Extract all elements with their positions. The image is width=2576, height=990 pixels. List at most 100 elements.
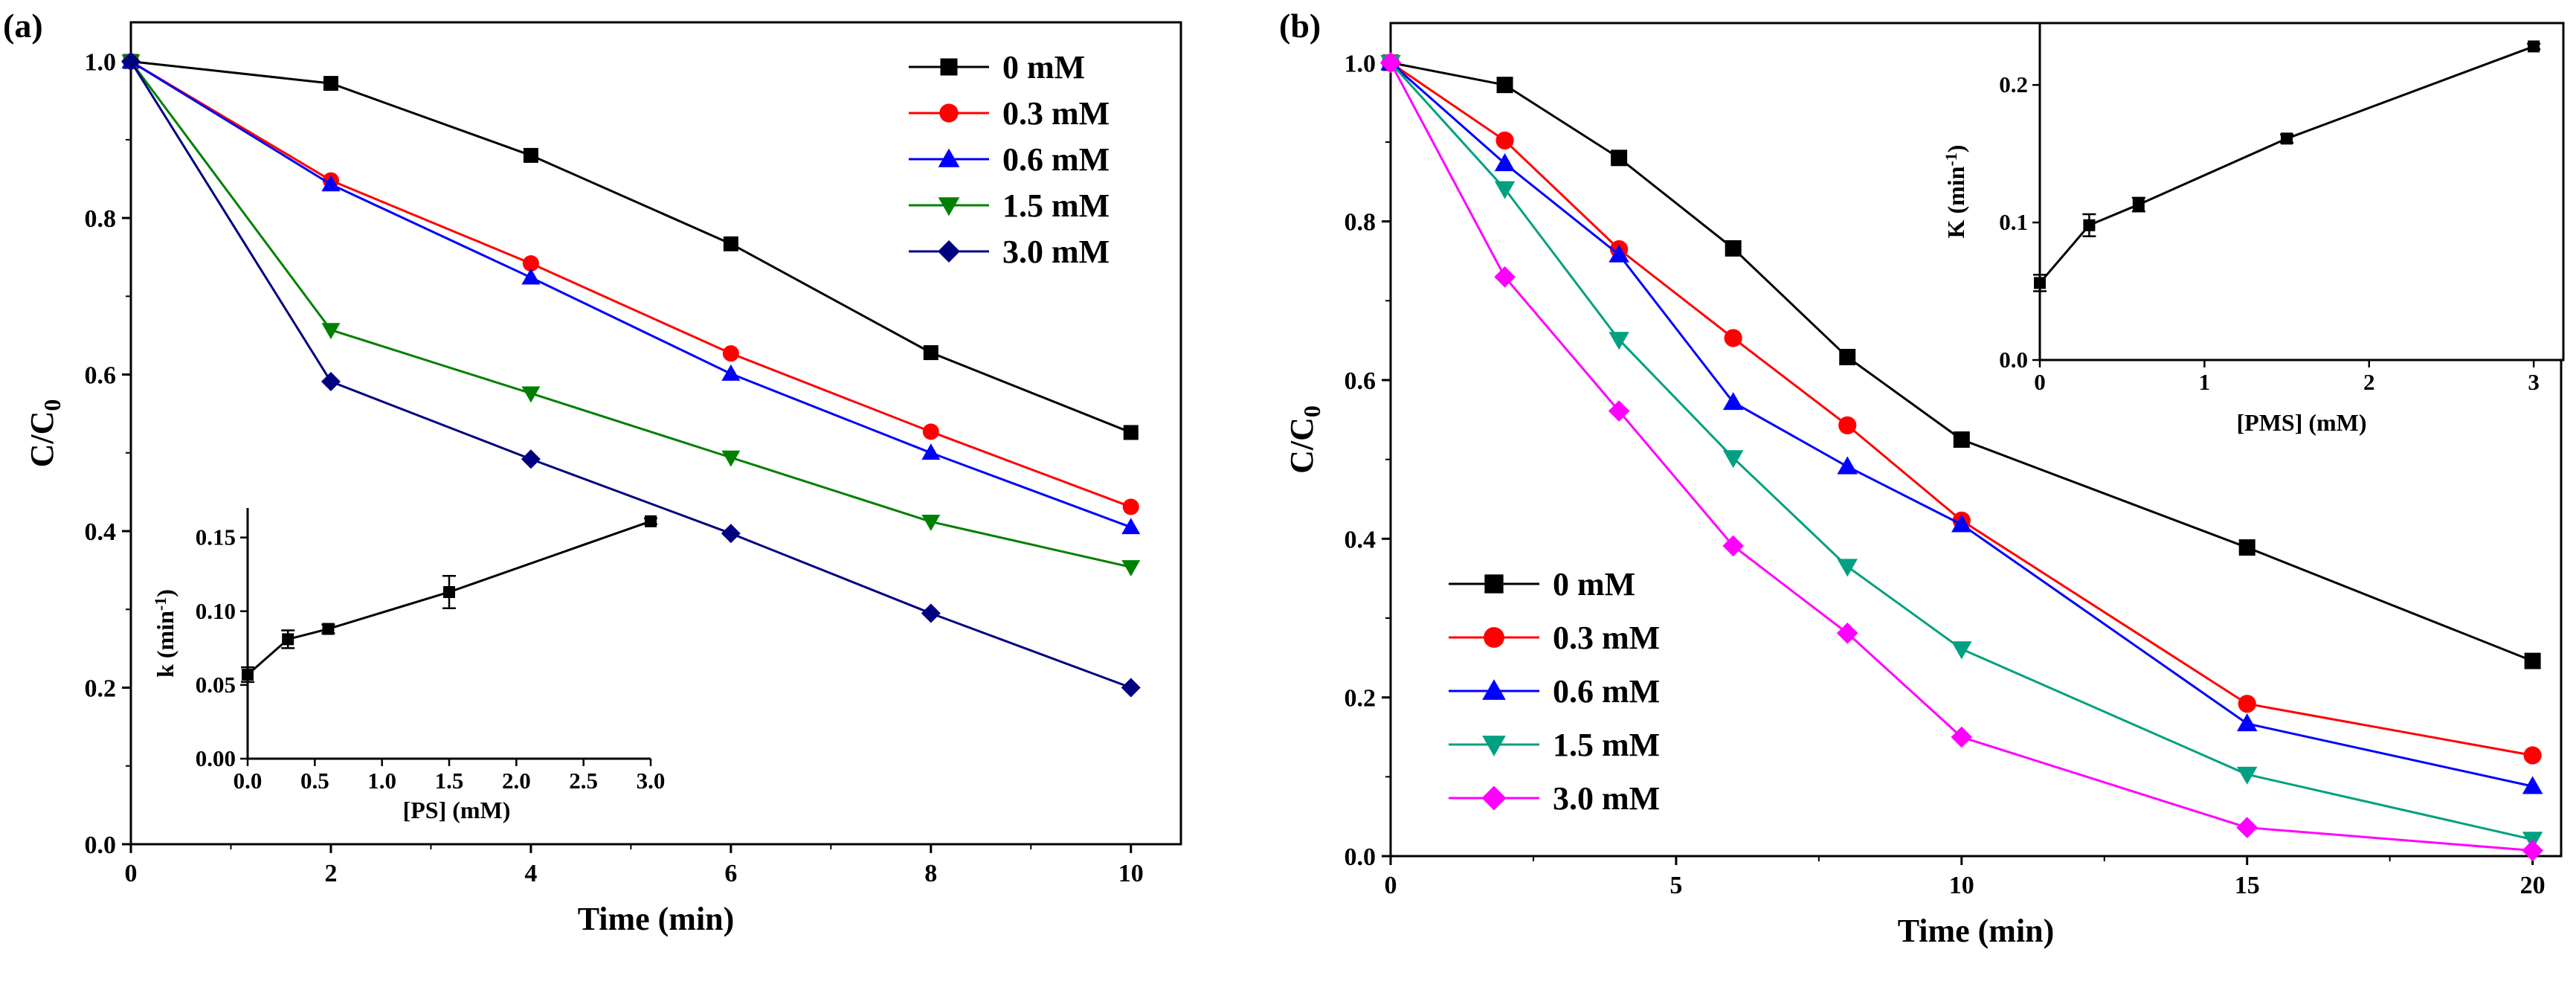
- data-point: [1836, 622, 1858, 644]
- y-tick-label: 0.6: [1345, 367, 1376, 395]
- series-line-1.5-mM: [129, 60, 1132, 568]
- data-point: [1725, 240, 1742, 257]
- y-tick-label: 0.0: [85, 832, 117, 859]
- data-point: [921, 443, 941, 460]
- x-tick-label: 10: [1949, 872, 1974, 899]
- inset-y-axis-label-end: ): [152, 589, 178, 597]
- inset-data-point: [443, 585, 455, 598]
- data-point: [2236, 817, 2258, 838]
- data-point: [921, 603, 941, 623]
- data-point: [521, 386, 541, 403]
- legend-marker: [940, 58, 958, 76]
- inset-x-tick-label: 1.0: [367, 768, 396, 794]
- legend-label: 1.5 mM: [1002, 187, 1110, 224]
- inset-data-point: [2281, 132, 2293, 145]
- panel-b-label: (b): [1279, 7, 1321, 45]
- legend-label: 1.5 mM: [1553, 727, 1660, 763]
- data-point: [1379, 52, 1402, 74]
- data-point: [923, 345, 938, 361]
- y-axis-label-subscript: 0: [1298, 405, 1325, 417]
- legend-marker: [938, 240, 960, 263]
- legend-marker: [1484, 627, 1504, 648]
- legend-label: 0.6 mM: [1553, 673, 1660, 710]
- y-tick-label: 0.4: [1345, 526, 1376, 553]
- series-line-3.0-mM: [129, 60, 1132, 689]
- x-tick-label: 4: [524, 860, 537, 887]
- data-point: [1122, 498, 1139, 515]
- inset-x-tick-label: 1.5: [435, 768, 464, 794]
- data-point: [1123, 425, 1139, 440]
- legend-label: 0 mM: [1553, 566, 1635, 602]
- x-tick-label: 5: [1669, 872, 1682, 899]
- x-axis-label: Time (min): [1898, 913, 2055, 949]
- data-point: [1609, 332, 1629, 350]
- inset-y-tick-label: 0.1: [1999, 209, 2028, 235]
- series-line-0.6-mM: [130, 60, 1132, 529]
- y-axis-label: C/C0: [1284, 405, 1325, 474]
- legend-marker: [1481, 785, 1507, 811]
- series-line-0.3-mM: [130, 60, 1132, 508]
- data-point: [1951, 726, 1973, 748]
- data-point: [1839, 349, 1856, 366]
- data-point: [1951, 641, 1972, 660]
- inset-data-point: [322, 623, 335, 635]
- inset-x-tick-label: 0: [2034, 369, 2046, 395]
- data-point: [721, 364, 741, 381]
- legend-label: 0.3 mM: [1553, 620, 1660, 656]
- inset-y-axis-label: k (min-1): [151, 589, 178, 678]
- inset-y-tick-label: 0.00: [196, 745, 236, 771]
- inset-x-tick-label: 0.0: [234, 768, 263, 794]
- inset-data-point: [2528, 40, 2540, 53]
- inset-data-point: [2034, 277, 2046, 289]
- inset-y-axis-label: K (min-1): [1942, 145, 1969, 239]
- data-point: [1494, 266, 1516, 288]
- data-point: [121, 51, 141, 71]
- inset-data-point: [2132, 199, 2145, 211]
- data-point: [1837, 456, 1858, 475]
- legend-label: 3.0 mM: [1002, 234, 1110, 270]
- plot-frame: [1389, 22, 2563, 858]
- y-tick-label: 0.2: [1345, 685, 1376, 713]
- x-tick-label: 2: [324, 860, 337, 887]
- data-point: [522, 255, 539, 272]
- data-point: [1722, 535, 1744, 557]
- data-point: [1121, 518, 1141, 535]
- data-point: [1837, 559, 1858, 577]
- inset-y-axis-label-superscript: -1: [1942, 152, 1960, 166]
- y-tick-label: 0.8: [1345, 209, 1376, 237]
- inset-data-point: [242, 669, 254, 681]
- data-point: [1494, 181, 1516, 199]
- inset-x-tick-label: 2.0: [502, 768, 531, 794]
- data-point: [1608, 400, 1630, 422]
- data-point: [1611, 150, 1628, 167]
- y-tick-label: 0.0: [1345, 843, 1376, 871]
- inset-x-axis-label: [PMS] (mM): [2236, 409, 2366, 436]
- x-tick-label: 6: [724, 860, 737, 887]
- data-point: [723, 236, 738, 251]
- inset-x-axis-label: [PS] (mM): [403, 797, 511, 823]
- data-point: [721, 524, 741, 544]
- legend-marker: [1482, 736, 1506, 756]
- inset-y-axis-label-end: ): [1942, 145, 1969, 153]
- inset-x-tick-label: 2.5: [569, 768, 598, 794]
- data-point: [1496, 77, 1513, 94]
- data-point: [521, 449, 541, 469]
- data-point: [1121, 678, 1141, 698]
- x-tick-label: 8: [924, 860, 937, 887]
- series-line-0.3-mM: [1390, 62, 2533, 757]
- inset-y-tick-label: 0.0: [1999, 347, 2028, 373]
- y-tick-label: 1.0: [85, 49, 117, 77]
- legend-marker: [939, 103, 959, 123]
- legend-marker: [1484, 574, 1504, 594]
- inset-data-point: [2083, 219, 2096, 231]
- inset-data-point: [645, 515, 657, 527]
- y-tick-label: 0.2: [85, 675, 117, 703]
- inset-data-point: [282, 633, 294, 646]
- data-point: [2238, 539, 2255, 556]
- data-point: [2524, 652, 2541, 669]
- inset-x-tick-label: 3.0: [637, 768, 666, 794]
- inset-y-axis-label-superscript: -1: [151, 597, 170, 611]
- data-point: [922, 423, 939, 440]
